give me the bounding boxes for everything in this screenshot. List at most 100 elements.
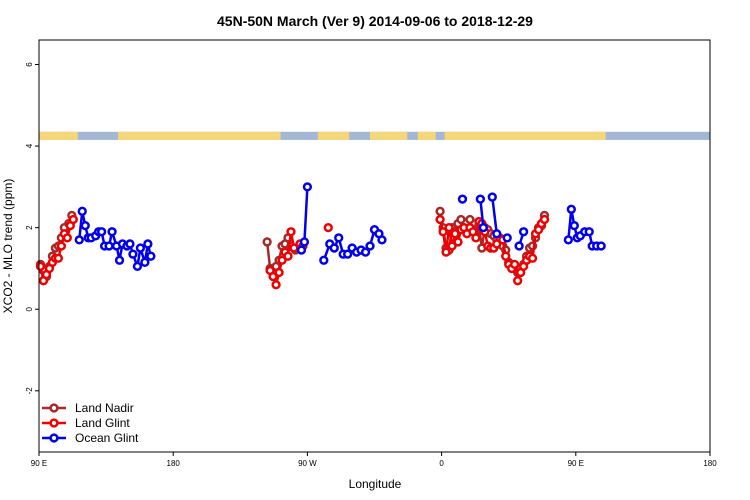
data-point bbox=[35, 261, 46, 272]
series-ocean-glint bbox=[74, 182, 606, 272]
y-tick-label: 2 bbox=[25, 225, 34, 230]
data-point bbox=[302, 182, 313, 192]
data-point bbox=[377, 235, 387, 245]
y-tick-label: -2 bbox=[25, 387, 34, 395]
legend-label: Land Nadir bbox=[75, 401, 134, 415]
data-point bbox=[501, 251, 511, 261]
data-point bbox=[518, 227, 529, 237]
data-point bbox=[453, 237, 463, 247]
x-tick-label: 90 E bbox=[568, 459, 584, 468]
data-point bbox=[512, 276, 523, 286]
legend-item: Ocean Glint bbox=[42, 431, 139, 445]
data-point bbox=[140, 257, 150, 267]
series-layer bbox=[35, 182, 606, 290]
data-point bbox=[277, 255, 287, 265]
legend-label: Land Glint bbox=[75, 416, 130, 430]
data-point bbox=[487, 192, 497, 202]
land-segment bbox=[370, 131, 408, 140]
data-point bbox=[283, 251, 293, 261]
legend-item: Land Nadir bbox=[42, 401, 134, 415]
data-point bbox=[271, 280, 281, 290]
data-point bbox=[319, 255, 329, 265]
data-point bbox=[514, 241, 524, 251]
data-point bbox=[74, 235, 84, 245]
data-point bbox=[527, 253, 538, 263]
data-point bbox=[444, 222, 454, 233]
y-tick-label: 4 bbox=[25, 143, 34, 148]
y-axis-label: XCO2 - MLO trend (ppm) bbox=[1, 179, 15, 314]
data-point bbox=[360, 247, 371, 257]
y-axis-ticks: -2 0 2 4 6 bbox=[25, 62, 39, 395]
data-point bbox=[68, 214, 78, 225]
y-tick-label: 0 bbox=[25, 306, 34, 311]
data-point bbox=[478, 222, 489, 233]
data-point bbox=[107, 227, 117, 237]
x-tick-label: 180 bbox=[703, 459, 717, 468]
x-tick-label: 90 E bbox=[31, 459, 47, 468]
data-point bbox=[435, 214, 445, 225]
data-point bbox=[125, 239, 135, 249]
data-point bbox=[457, 194, 468, 204]
data-point bbox=[114, 255, 125, 265]
land-segment bbox=[317, 131, 350, 140]
data-point bbox=[286, 227, 296, 237]
data-point bbox=[596, 241, 606, 251]
data-point bbox=[53, 253, 64, 263]
data-point bbox=[80, 220, 90, 231]
chart-title: 45N-50N March (Ver 9) 2014-09-06 to 2018… bbox=[217, 13, 533, 29]
data-point bbox=[465, 214, 475, 225]
data-point bbox=[143, 239, 153, 249]
data-point bbox=[274, 267, 284, 278]
data-point bbox=[77, 206, 87, 216]
land-segment bbox=[417, 131, 436, 140]
data-point bbox=[343, 249, 353, 259]
data-point bbox=[475, 194, 486, 204]
land-segment bbox=[444, 131, 606, 140]
data-point bbox=[456, 214, 466, 225]
data-point bbox=[435, 206, 445, 216]
legend-item: Land Glint bbox=[42, 416, 130, 430]
x-tick-label: 0 bbox=[439, 459, 444, 468]
data-point bbox=[146, 251, 156, 261]
x-axis-label: Longitude bbox=[349, 477, 402, 491]
data-point bbox=[569, 220, 579, 231]
series-land-glint bbox=[35, 214, 550, 290]
data-point bbox=[510, 259, 520, 270]
land-ocean-strip bbox=[39, 131, 710, 140]
data-point bbox=[365, 241, 375, 251]
legend-marker bbox=[49, 418, 59, 428]
data-point bbox=[566, 204, 576, 214]
data-point bbox=[323, 222, 333, 233]
data-point bbox=[128, 249, 138, 259]
data-point bbox=[296, 245, 307, 255]
plot-frame bbox=[38, 39, 711, 453]
land-segment bbox=[39, 131, 78, 140]
x-axis-ticks: 90 E 180 90 W 0 90 E 180 bbox=[31, 452, 717, 468]
legend-marker bbox=[49, 433, 59, 443]
data-point bbox=[268, 271, 278, 282]
land-segment bbox=[118, 131, 281, 140]
data-point bbox=[262, 237, 272, 247]
data-point bbox=[104, 241, 114, 251]
series-line bbox=[491, 196, 499, 234]
data-point bbox=[96, 227, 107, 237]
data-point bbox=[584, 227, 594, 237]
data-point bbox=[132, 261, 143, 272]
data-point bbox=[56, 241, 67, 251]
x-tick-label: 180 bbox=[167, 459, 181, 468]
data-point bbox=[299, 237, 310, 247]
data-point bbox=[62, 233, 72, 243]
data-point bbox=[450, 229, 460, 239]
y-tick-label: 6 bbox=[25, 62, 34, 67]
legend-label: Ocean Glint bbox=[75, 431, 139, 445]
series-line bbox=[479, 198, 485, 228]
data-point bbox=[502, 233, 512, 243]
data-point bbox=[492, 229, 502, 239]
data-point bbox=[438, 227, 448, 237]
legend-marker bbox=[49, 403, 59, 413]
x-tick-label: 90 W bbox=[298, 459, 317, 468]
data-point bbox=[329, 243, 339, 253]
data-point bbox=[563, 235, 573, 245]
